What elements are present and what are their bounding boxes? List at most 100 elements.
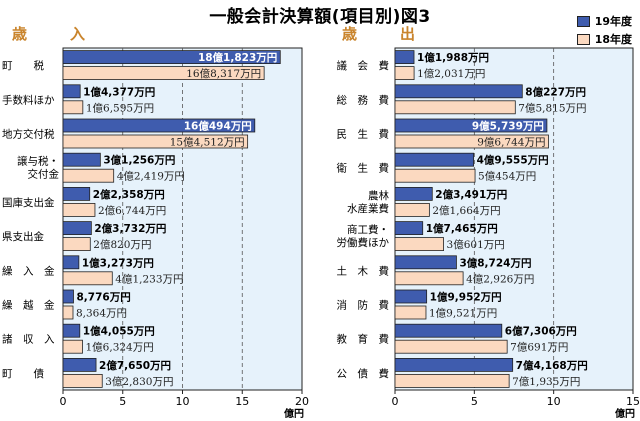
expenditure-unit-label: 億円 <box>615 407 635 420</box>
revenue-bar-current <box>62 118 256 133</box>
revenue-tick-label: 20 <box>295 395 309 408</box>
expenditure-value-label-previous: 7億691万円 <box>510 341 568 354</box>
expenditure-bar-previous <box>394 271 464 286</box>
revenue-bar-previous <box>62 271 113 286</box>
revenue-category-label: 県支出金 <box>2 230 44 243</box>
expenditure-value-label-previous: 5億454万円 <box>478 170 536 183</box>
revenue-bar-current <box>62 221 92 236</box>
revenue-value-label-previous: 1億6,595万円 <box>86 101 154 114</box>
revenue-bar-previous <box>62 202 96 217</box>
expenditure-bar-current <box>394 323 503 338</box>
revenue-value-label-previous: 3億2,830万円 <box>105 375 173 388</box>
revenue-bar-previous <box>62 168 115 183</box>
revenue-bar-current <box>62 186 91 201</box>
expenditure-category-label: 公 債 費 <box>337 367 390 380</box>
expenditure-value-label-previous: 7億5,815万円 <box>518 101 586 114</box>
revenue-bar-previous <box>62 237 91 252</box>
revenue-bar-current <box>62 152 101 167</box>
expenditure-value-label-current: 1億1,988万円 <box>417 51 489 64</box>
legend-swatch-previous <box>576 33 590 45</box>
expenditure-value-label-previous: 3億601万円 <box>447 238 505 251</box>
revenue-value-label-current: 8,776万円 <box>76 292 130 304</box>
expenditure-bar-current <box>394 84 523 99</box>
legend-item-previous: 18年度 <box>576 31 632 47</box>
expenditure-category-label: 民 生 費 <box>337 128 390 141</box>
expenditure-category-label: 消 防 費 <box>337 299 390 312</box>
revenue-bar-current <box>62 323 81 338</box>
expenditure-bar-current <box>394 255 457 270</box>
expenditure-category-label: 総 務 費 <box>337 93 390 106</box>
expenditure-category-label: 労働費ほか <box>337 236 390 249</box>
expenditure-value-label-previous: 2億1,664万円 <box>432 204 500 217</box>
expenditure-bar-current <box>394 357 514 372</box>
revenue-value-label-current: 1億3,273万円 <box>82 256 154 269</box>
expenditure-value-label-current: 7億4,168万円 <box>516 359 588 372</box>
expenditure-bar-previous <box>394 237 444 252</box>
revenue-bar-previous <box>62 339 83 354</box>
revenue-bar-previous <box>62 66 265 80</box>
revenue-value-label-current: 1億4,055万円 <box>83 325 155 338</box>
revenue-category-label: 交付金 <box>28 168 60 181</box>
expenditure-value-label-current: 2億3,491万円 <box>435 188 507 201</box>
expenditure-bar-current <box>394 50 415 64</box>
revenue-bar-current <box>62 84 81 99</box>
revenue-category-label: 地方交付税 <box>2 128 55 141</box>
revenue-value-label-previous: 8,364万円 <box>76 308 127 320</box>
revenue-category-label: 諸 収 入 <box>2 333 55 346</box>
expenditure-value-label-current: 1億7,465万円 <box>426 222 498 235</box>
expenditure-bar-previous <box>394 66 415 80</box>
revenue-tick-label: 15 <box>235 395 249 408</box>
expenditure-category-label: 水産業費 <box>347 202 389 215</box>
expenditure-tick-label: 5 <box>471 395 478 408</box>
legend-label-previous: 18年度 <box>594 33 632 46</box>
revenue-category-label: 町 税 <box>2 59 44 72</box>
legend-item-current: 19年度 <box>576 13 632 29</box>
expenditure-bar-previous <box>394 305 427 320</box>
expenditure-value-label-previous: 9億6,744万円 <box>477 136 545 149</box>
revenue-bar-previous <box>62 305 74 320</box>
legend-swatch-current <box>576 15 590 27</box>
revenue-bar-current <box>62 255 80 270</box>
expenditure-category-label: 議 会 費 <box>337 59 390 72</box>
expenditure-category-label: 教 育 費 <box>337 333 390 346</box>
expenditure-value-label-current: 8億227万円 <box>525 85 586 98</box>
revenue-bar-current <box>62 357 97 372</box>
expenditure-bar-current <box>394 186 433 201</box>
expenditure-bar-previous <box>394 339 508 354</box>
expenditure-bar-previous <box>394 373 510 388</box>
expenditure-plot-area <box>394 47 634 391</box>
expenditure-bar-current <box>394 289 428 304</box>
expenditure-value-label-current: 9億5,739万円 <box>472 120 544 133</box>
expenditure-value-label-current: 4億9,555万円 <box>477 154 549 167</box>
revenue-value-label-current: 16億494万円 <box>184 120 252 133</box>
revenue-value-label-previous: 15億4,512万円 <box>170 136 245 149</box>
page-title: 一般会計決算額(項目別)図3 <box>209 7 431 27</box>
revenue-bar-previous <box>62 373 103 388</box>
expenditure-bar-previous <box>394 202 430 217</box>
expenditure-value-label-previous: 1億9,521万円 <box>429 307 497 320</box>
expenditure-value-label-previous: 4億2,926万円 <box>466 272 534 285</box>
revenue-category-label: 国庫支出金 <box>2 196 55 209</box>
revenue-category-label: 譲与税・ <box>17 155 59 168</box>
revenue-value-label-current: 1億4,377万円 <box>83 85 155 98</box>
revenue-section-title: 歳 入 <box>12 25 100 43</box>
expenditure-value-label-current: 6億7,306万円 <box>505 325 577 338</box>
legend-label-current: 19年度 <box>594 15 632 28</box>
expenditure-value-label-current: 3億8,724万円 <box>459 256 531 269</box>
revenue-bar-current <box>62 289 74 304</box>
expenditure-value-label-current: 1億9,952万円 <box>430 291 502 304</box>
expenditure-tick-label: 10 <box>547 395 561 408</box>
revenue-tick-label: 5 <box>119 395 126 408</box>
revenue-value-label-current: 3億1,256万円 <box>103 154 175 167</box>
expenditure-bar-current <box>394 152 475 167</box>
expenditure-category-label: 商工費・ <box>347 223 389 236</box>
expenditure-tick-label: 15 <box>626 395 640 408</box>
revenue-category-label: 手数料ほか <box>2 93 55 106</box>
revenue-value-label-previous: 1億6,324万円 <box>86 341 154 354</box>
revenue-value-label-previous: 2億6,744万円 <box>98 204 166 217</box>
revenue-unit-label: 億円 <box>284 407 304 420</box>
revenue-value-label-current: 2億7,650万円 <box>99 359 171 372</box>
expenditure-value-label-previous: 7億1,935万円 <box>512 375 580 388</box>
expenditure-category-label: 農林 <box>368 189 389 202</box>
